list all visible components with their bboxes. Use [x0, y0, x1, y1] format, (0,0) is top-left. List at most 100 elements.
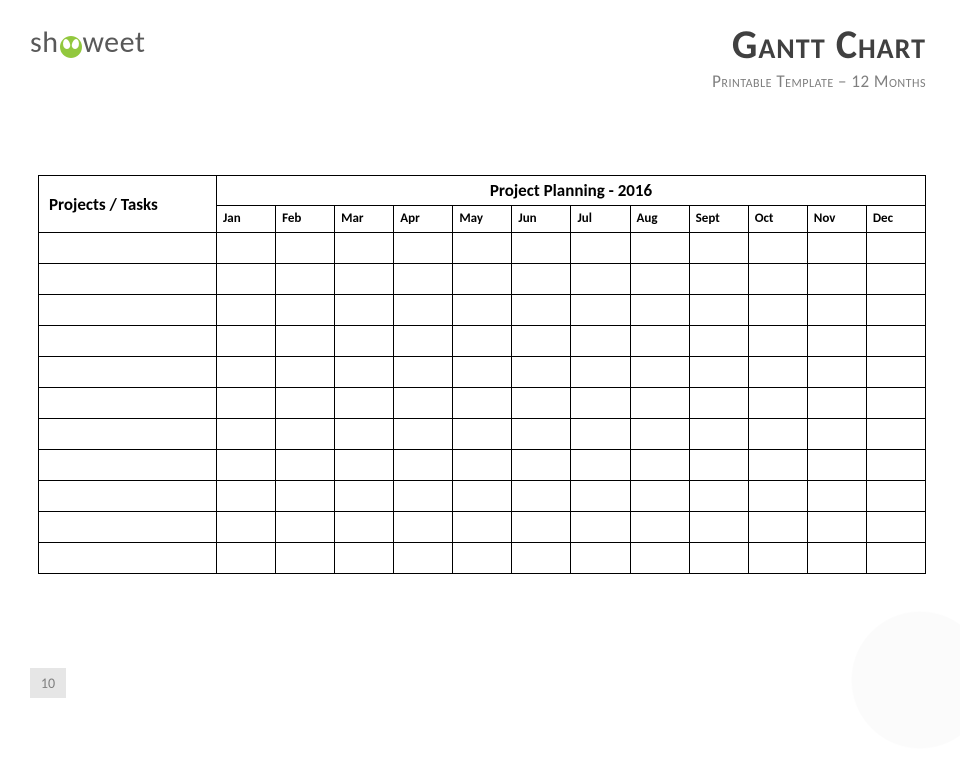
month-cell	[512, 326, 571, 357]
month-cell	[335, 512, 394, 543]
month-cell	[807, 512, 866, 543]
month-cell	[630, 450, 689, 481]
month-cell	[453, 419, 512, 450]
month-cell	[866, 264, 925, 295]
gantt-chart: Projects / Tasks Project Planning - 2016…	[38, 175, 926, 574]
task-cell	[39, 543, 217, 574]
month-cell	[394, 512, 453, 543]
month-cell	[335, 295, 394, 326]
month-cell	[807, 233, 866, 264]
month-cell	[512, 543, 571, 574]
month-cell	[807, 419, 866, 450]
month-cell	[217, 357, 276, 388]
month-cell	[866, 450, 925, 481]
month-cell	[807, 450, 866, 481]
logo: sh weet	[30, 24, 145, 61]
month-cell	[630, 543, 689, 574]
month-cell	[571, 326, 630, 357]
task-cell	[39, 326, 217, 357]
month-cell	[571, 543, 630, 574]
task-cell	[39, 512, 217, 543]
month-cell	[453, 326, 512, 357]
tasks-header-cell: Projects / Tasks	[39, 176, 217, 233]
month-header: Aug	[630, 205, 689, 232]
month-cell	[571, 419, 630, 450]
planning-header-cell: Project Planning - 2016	[217, 176, 926, 206]
month-cell	[866, 295, 925, 326]
month-cell	[689, 543, 748, 574]
month-cell	[394, 326, 453, 357]
month-cell	[866, 419, 925, 450]
month-cell	[453, 450, 512, 481]
month-cell	[748, 357, 807, 388]
month-cell	[394, 357, 453, 388]
table-row	[39, 264, 926, 295]
task-cell	[39, 481, 217, 512]
month-cell	[630, 419, 689, 450]
month-cell	[276, 264, 335, 295]
month-cell	[571, 357, 630, 388]
month-cell	[689, 388, 748, 419]
month-cell	[630, 233, 689, 264]
month-cell	[453, 295, 512, 326]
month-cell	[689, 419, 748, 450]
month-cell	[512, 512, 571, 543]
month-cell	[807, 543, 866, 574]
month-cell	[866, 388, 925, 419]
month-cell	[748, 233, 807, 264]
month-cell	[276, 388, 335, 419]
month-cell	[689, 481, 748, 512]
table-row	[39, 233, 926, 264]
month-cell	[866, 357, 925, 388]
month-cell	[453, 481, 512, 512]
month-cell	[866, 233, 925, 264]
month-cell	[689, 357, 748, 388]
slide-header: Gantt Chart Printable Template – 12 Mont…	[712, 20, 926, 92]
month-cell	[748, 264, 807, 295]
month-cell	[866, 326, 925, 357]
month-cell	[453, 357, 512, 388]
page-number: 10	[30, 668, 66, 698]
month-cell	[335, 419, 394, 450]
month-cell	[276, 233, 335, 264]
month-cell	[807, 357, 866, 388]
month-cell	[630, 295, 689, 326]
month-cell	[630, 326, 689, 357]
month-cell	[217, 326, 276, 357]
month-cell	[512, 357, 571, 388]
month-header: Jul	[571, 205, 630, 232]
task-cell	[39, 419, 217, 450]
month-cell	[217, 543, 276, 574]
table-row	[39, 388, 926, 419]
month-cell	[748, 419, 807, 450]
month-cell	[807, 295, 866, 326]
month-cell	[453, 543, 512, 574]
month-cell	[217, 419, 276, 450]
month-cell	[276, 326, 335, 357]
table-row	[39, 326, 926, 357]
month-cell	[630, 264, 689, 295]
month-cell	[689, 450, 748, 481]
month-cell	[217, 450, 276, 481]
month-cell	[571, 481, 630, 512]
month-cell	[748, 481, 807, 512]
month-cell	[335, 388, 394, 419]
month-cell	[276, 512, 335, 543]
month-cell	[335, 264, 394, 295]
month-cell	[276, 450, 335, 481]
month-cell	[748, 295, 807, 326]
month-cell	[807, 264, 866, 295]
month-cell	[394, 233, 453, 264]
month-cell	[866, 481, 925, 512]
month-cell	[748, 326, 807, 357]
month-cell	[453, 264, 512, 295]
watermark-icon	[840, 600, 960, 760]
month-header: Mar	[335, 205, 394, 232]
month-cell	[748, 543, 807, 574]
table-row	[39, 481, 926, 512]
month-cell	[394, 295, 453, 326]
month-cell	[394, 450, 453, 481]
month-header: Feb	[276, 205, 335, 232]
month-cell	[689, 295, 748, 326]
table-row	[39, 450, 926, 481]
